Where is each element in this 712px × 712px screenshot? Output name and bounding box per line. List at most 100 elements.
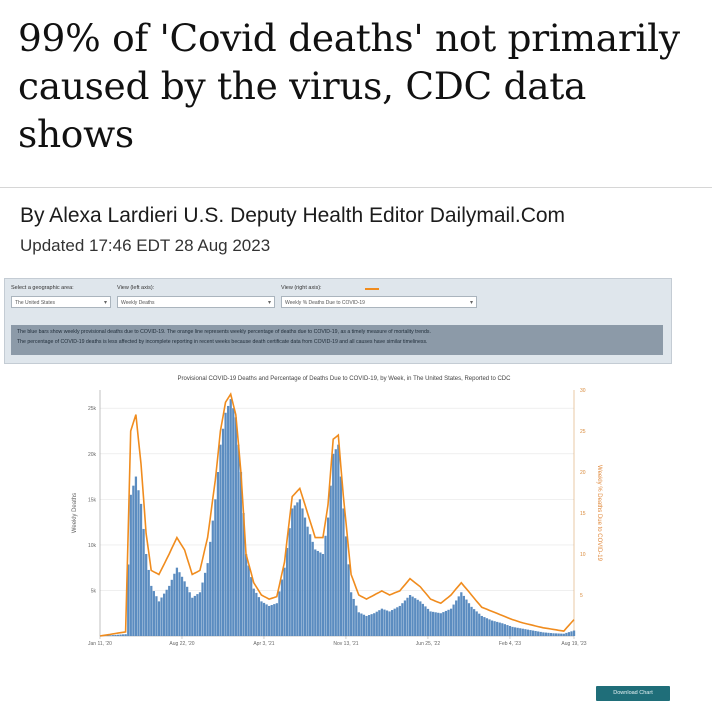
weekly-deaths-bar [398,605,401,636]
y-tick-label: 10k [88,543,97,549]
weekly-deaths-bar [498,622,501,636]
weekly-deaths-bar [483,617,486,636]
weekly-deaths-bar [447,609,450,636]
weekly-deaths-bar [178,572,181,636]
weekly-deaths-bar [562,633,565,636]
weekly-deaths-bar [319,552,322,636]
note-line-2: The percentage of COVID-19 deaths is les… [17,339,428,345]
weekly-deaths-bar [162,593,166,636]
weekly-deaths-bar [111,635,114,636]
right-axis-select[interactable]: Weekly % Deaths Due to COVID-19 ▾ [281,296,477,308]
weekly-deaths-bar [216,472,220,636]
weekly-deaths-bar [490,620,494,636]
right-axis-value: Weekly % Deaths Due to COVID-19 [285,300,365,306]
weekly-deaths-bar [191,597,194,636]
weekly-deaths-bar [268,605,271,636]
weekly-deaths-bar [444,610,448,636]
weekly-deaths-bar [442,612,445,636]
weekly-deaths-bar [273,604,276,636]
weekly-deaths-bar [116,634,120,636]
y-axis-label: Weekly Deaths [72,493,78,533]
weekly-deaths-bar [157,601,161,636]
weekly-deaths-bar [511,626,514,636]
weekly-deaths-bar [549,633,553,636]
weekly-deaths-bar [347,564,350,636]
weekly-deaths-bar [437,612,440,636]
weekly-deaths-bar [570,631,573,636]
weekly-deaths-bar [565,632,568,636]
chevron-down-icon: ▾ [103,300,107,306]
weekly-deaths-bar [127,564,130,636]
download-chart-button[interactable]: Download Chart [596,686,670,701]
weekly-deaths-bar [209,541,212,636]
weekly-deaths-bar [350,592,353,636]
weekly-deaths-bar [339,476,343,636]
geo-area-select[interactable]: The United States ▾ [11,296,111,308]
headline: 99% of 'Covid deaths' not primarily caus… [18,14,708,158]
weekly-deaths-bar [465,599,468,636]
updated-timestamp: Updated 17:46 EDT 28 Aug 2023 [20,236,271,255]
weekly-deaths-bar [362,614,366,636]
weekly-deaths-bar [198,592,202,636]
weekly-deaths-bar [401,603,404,636]
weekly-deaths-bar [244,554,248,636]
y-tick-label: 20k [88,452,97,458]
weekly-deaths-bar [114,634,117,636]
geo-area-label: Select a geographic area: [11,285,74,291]
weekly-deaths-bar [255,592,258,636]
weekly-deaths-bar [493,621,496,636]
weekly-deaths-bar [355,605,358,636]
weekly-deaths-bar [291,508,294,636]
y2-axis-label: Weekly % Deaths Due to COVID-19 [596,465,602,562]
weekly-deaths-bar [150,585,153,636]
weekly-deaths-bar [406,597,409,636]
weekly-deaths-bar [480,615,483,636]
x-tick-label: Apr 3, '21 [253,641,274,647]
weekly-deaths-bar [526,629,530,636]
weekly-deaths-bar [470,606,473,636]
weekly-deaths-bar [544,632,547,636]
byline[interactable]: By Alexa Lardieri U.S. Deputy Health Edi… [20,204,566,227]
covid-deaths-chart: 5k 10k 15k 20k 25k 5 10 15 20 25 30 Jan 11, '20 Aug … [72,388,602,647]
weekly-deaths-bar [175,567,179,636]
weekly-deaths-bar [270,605,273,636]
weekly-deaths-bar [132,485,135,636]
weekly-deaths-bar [367,615,371,636]
weekly-deaths-bar [537,631,540,636]
weekly-deaths-bar [391,610,394,636]
weekly-deaths-bar [547,632,550,636]
weekly-deaths-bar [403,600,407,636]
weekly-deaths-bar [324,535,327,636]
x-tick-label: Nov 13, '21 [333,641,358,647]
y2-tick-label: 15 [580,511,586,517]
weekly-deaths-bar [265,604,268,636]
weekly-deaths-bar [365,615,368,636]
weekly-deaths-bar [262,602,266,636]
weekly-deaths-bar [260,601,263,636]
weekly-deaths-bar [321,554,325,636]
weekly-deaths-bar [142,528,145,636]
left-axis-select[interactable]: Weekly Deaths ▾ [117,296,275,308]
weekly-deaths-bar [229,399,232,636]
weekly-deaths-bar [460,592,463,636]
headline-line-2: caused by the virus, CDC data [18,64,587,108]
weekly-deaths-bar [183,581,186,636]
weekly-deaths-bar [221,428,225,636]
left-axis-label: View (left axis): [117,285,155,291]
note-line-1: The blue bars show weekly provisional de… [17,329,431,335]
y2-tick-label: 30 [580,388,586,394]
weekly-deaths-bar [170,579,173,636]
chevron-down-icon: ▾ [267,300,271,306]
weekly-deaths-bar [224,412,227,636]
weekly-deaths-bar [496,621,499,636]
chart-description-note: The blue bars show weekly provisional de… [11,325,663,355]
weekly-deaths-bar [334,449,337,636]
weekly-deaths-bar [475,611,478,636]
weekly-deaths-bar [414,598,417,636]
weekly-deaths-bar [449,608,453,636]
weekly-deaths-bar [521,628,524,636]
percent-deaths-line [99,392,575,637]
y2-tick-label: 20 [580,470,586,476]
weekly-deaths-bar [534,630,537,636]
weekly-deaths-bar [188,592,191,636]
